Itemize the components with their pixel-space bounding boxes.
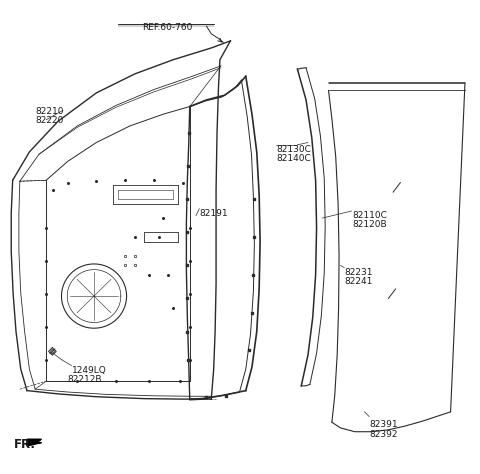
Text: 82391: 82391: [369, 420, 398, 429]
Text: 82120B: 82120B: [352, 220, 387, 229]
Text: 82130C: 82130C: [276, 145, 311, 154]
Polygon shape: [27, 439, 41, 446]
Text: 82231: 82231: [344, 268, 373, 277]
Text: 82220: 82220: [35, 117, 63, 126]
Text: 82212B: 82212B: [68, 375, 102, 384]
Text: FR.: FR.: [14, 438, 36, 451]
Text: 1249LQ: 1249LQ: [72, 365, 106, 374]
Text: 82241: 82241: [344, 277, 372, 286]
Text: 82140C: 82140C: [276, 155, 311, 164]
Text: 82392: 82392: [369, 430, 398, 439]
Text: 82110C: 82110C: [352, 211, 387, 220]
Text: 82191: 82191: [199, 209, 228, 218]
Text: REF.60-760: REF.60-760: [142, 23, 192, 32]
Text: 82210: 82210: [35, 107, 64, 116]
